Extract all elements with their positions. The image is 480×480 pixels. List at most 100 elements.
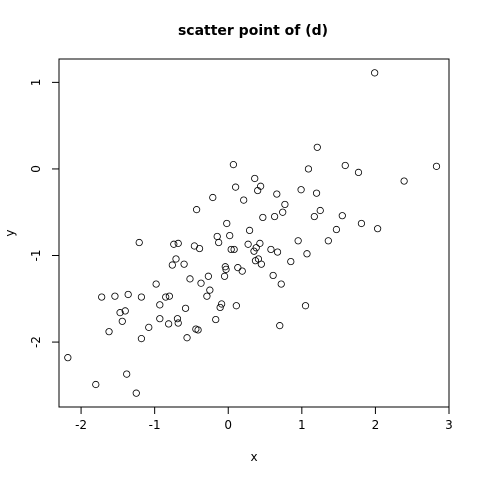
- data-point: [98, 293, 106, 301]
- data-point: [294, 237, 302, 245]
- data-point: [303, 250, 311, 258]
- x-tick-label: 0: [224, 418, 232, 432]
- data-point: [116, 309, 124, 317]
- data-point: [252, 244, 260, 252]
- data-point: [186, 275, 194, 283]
- data-point: [269, 271, 277, 280]
- data-point: [194, 326, 202, 334]
- data-point: [240, 196, 248, 204]
- data-point: [310, 212, 318, 221]
- data-point: [64, 354, 72, 362]
- x-tick-label: 3: [445, 418, 453, 432]
- data-point: [257, 182, 265, 190]
- chart-title: scatter point of (d): [178, 23, 328, 39]
- data-point: [297, 186, 305, 194]
- x-axis-label: x: [250, 450, 257, 464]
- data-point: [212, 315, 220, 324]
- data-points: [64, 69, 441, 397]
- data-point: [316, 206, 324, 215]
- data-point: [304, 165, 313, 173]
- data-point: [238, 267, 246, 275]
- data-point: [165, 320, 173, 328]
- data-point: [341, 161, 349, 170]
- data-point: [279, 208, 287, 216]
- data-point: [257, 260, 265, 268]
- data-point: [156, 315, 164, 323]
- data-point: [254, 186, 262, 195]
- data-point: [181, 304, 190, 312]
- data-point: [271, 212, 279, 221]
- data-point: [250, 247, 258, 255]
- data-point: [229, 161, 237, 169]
- data-point: [244, 240, 252, 248]
- data-point: [357, 219, 366, 228]
- data-point: [215, 238, 223, 247]
- data-point: [267, 245, 275, 254]
- data-point: [137, 293, 146, 301]
- data-point: [313, 143, 321, 151]
- data-point: [220, 272, 229, 280]
- data-point: [338, 212, 346, 220]
- data-point: [273, 190, 281, 198]
- data-point: [170, 240, 178, 248]
- data-point: [145, 323, 153, 331]
- data-point: [277, 280, 285, 288]
- data-point: [374, 225, 382, 233]
- data-point: [223, 219, 231, 228]
- y-axis: -2 -1 0 1: [29, 79, 59, 348]
- data-point: [165, 292, 173, 300]
- data-point: [183, 334, 191, 342]
- x-axis: -2 -1 0 1 2 3: [75, 407, 453, 432]
- data-point: [312, 189, 321, 197]
- y-tick-label: -1: [29, 250, 43, 262]
- data-point: [234, 264, 242, 272]
- data-point: [195, 244, 204, 253]
- data-point: [111, 292, 119, 300]
- data-point: [135, 238, 143, 247]
- data-point: [400, 177, 408, 185]
- data-point: [121, 307, 129, 315]
- data-point: [259, 213, 267, 222]
- y-tick-label: -2: [29, 336, 43, 348]
- data-point: [273, 248, 282, 256]
- data-point: [123, 370, 131, 378]
- data-point: [213, 232, 221, 241]
- data-point: [92, 380, 100, 389]
- data-point: [203, 292, 211, 300]
- y-tick-label: 1: [29, 79, 43, 87]
- data-point: [216, 303, 224, 312]
- data-point: [287, 257, 295, 266]
- data-point: [251, 174, 259, 183]
- data-point: [156, 301, 164, 309]
- data-point: [152, 280, 160, 288]
- y-tick-label: 0: [29, 165, 43, 173]
- data-point: [281, 200, 289, 209]
- data-point: [227, 245, 235, 254]
- x-tick-label: -2: [75, 418, 87, 432]
- data-point: [105, 328, 113, 336]
- data-point: [168, 261, 176, 269]
- data-point: [276, 322, 284, 330]
- data-point: [124, 290, 132, 299]
- data-point: [232, 302, 240, 310]
- data-point: [324, 237, 332, 245]
- data-point: [193, 206, 201, 214]
- data-point: [232, 183, 240, 191]
- data-point: [245, 226, 254, 235]
- data-point: [371, 69, 379, 77]
- data-point: [174, 239, 182, 247]
- data-point: [230, 245, 238, 254]
- data-point: [118, 317, 126, 325]
- data-point: [222, 265, 230, 273]
- x-tick-label: 2: [372, 418, 380, 432]
- data-point: [172, 255, 180, 263]
- data-point: [132, 389, 140, 397]
- data-point: [137, 335, 146, 343]
- data-point: [218, 300, 226, 308]
- x-tick-label: -1: [149, 418, 161, 432]
- x-tick-label: 1: [298, 418, 306, 432]
- data-point: [180, 260, 188, 268]
- data-point: [174, 319, 182, 327]
- y-axis-label: y: [3, 229, 17, 236]
